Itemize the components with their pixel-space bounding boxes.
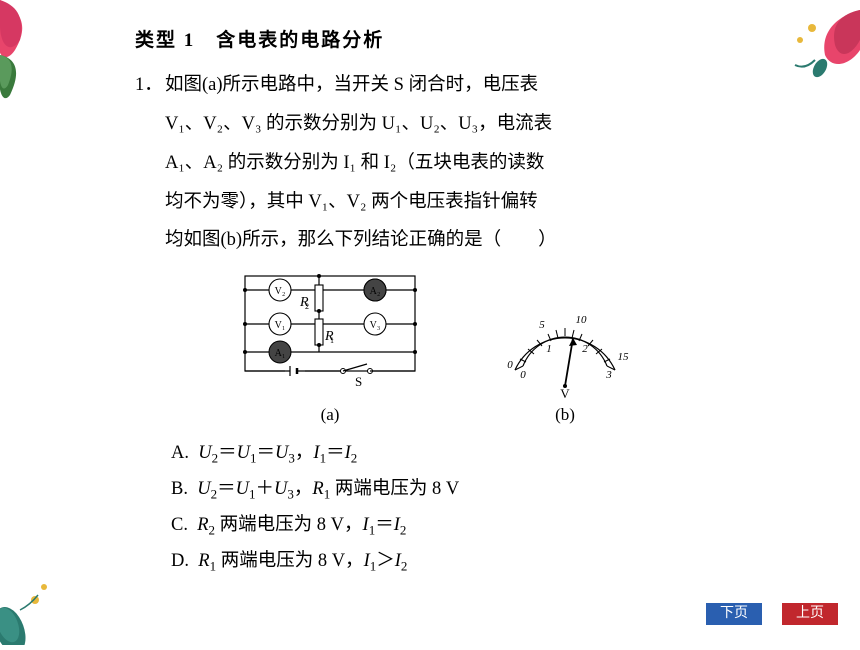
decoration-bottom-left: [0, 575, 55, 645]
option-a: A. U2＝U1＝U3，I1＝I2: [171, 435, 725, 471]
circuit-diagram: V₂ R2 A₂ V₁ R1 V₃ A₁: [225, 268, 435, 398]
figure-b: 0 5 10 15 0 1 2 3 V (b): [495, 308, 635, 425]
decoration-top-left: [0, 0, 60, 110]
svg-text:2: 2: [582, 343, 588, 355]
next-page-button[interactable]: 下页: [706, 603, 762, 625]
figure-a: V₂ R2 A₂ V₁ R1 V₃ A₁: [225, 268, 435, 425]
svg-text:5: 5: [539, 319, 545, 331]
svg-text:V: V: [560, 386, 570, 398]
svg-text:A₁: A₁: [275, 348, 286, 359]
figures-row: V₂ R2 A₂ V₁ R1 V₃ A₁: [135, 268, 725, 425]
option-c: C. R2 两端电压为 8 V，I1＝I2: [171, 507, 725, 543]
svg-text:V₂: V₂: [275, 286, 286, 297]
svg-text:0: 0: [507, 359, 513, 371]
svg-text:1: 1: [546, 343, 552, 355]
svg-text:15: 15: [618, 351, 630, 363]
svg-text:V₃: V₃: [370, 320, 381, 331]
figure-b-label: (b): [495, 405, 635, 425]
type-heading: 类型 1 含电表的电路分析: [135, 25, 725, 52]
nav-buttons: 下页 上页: [706, 603, 838, 625]
options-list: A. U2＝U1＝U3，I1＝I2 B. U2＝U1＋U3，R1 两端电压为 8…: [135, 435, 725, 579]
svg-text:1: 1: [330, 336, 334, 345]
svg-text:10: 10: [576, 314, 588, 326]
prev-page-button[interactable]: 上页: [782, 603, 838, 625]
question-text: 1．如图(a)所示电路中，当开关 S 闭合时，电压表 V₁、V₂、V₃ 的示数分…: [135, 66, 725, 260]
figure-a-label: (a): [225, 405, 435, 425]
content-area: 类型 1 含电表的电路分析 1．如图(a)所示电路中，当开关 S 闭合时，电压表…: [135, 25, 725, 579]
svg-text:3: 3: [605, 369, 612, 381]
svg-text:A₂: A₂: [370, 286, 381, 297]
svg-text:V₁: V₁: [275, 320, 286, 331]
svg-text:S: S: [355, 374, 362, 389]
voltmeter-gauge: 0 5 10 15 0 1 2 3 V: [495, 308, 635, 398]
option-d: D. R1 两端电压为 8 V，I1＞I2: [171, 543, 725, 579]
option-b: B. U2＝U1＋U3，R1 两端电压为 8 V: [171, 471, 725, 507]
svg-text:0: 0: [520, 369, 526, 381]
svg-text:2: 2: [305, 302, 309, 311]
decoration-top-right: [760, 10, 860, 90]
